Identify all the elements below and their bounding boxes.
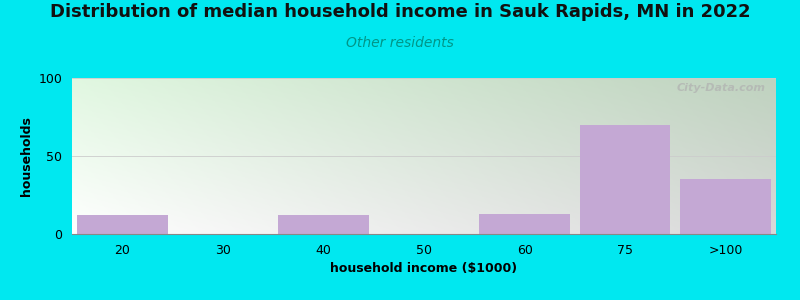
Bar <box>278 215 369 234</box>
Text: Distribution of median household income in Sauk Rapids, MN in 2022: Distribution of median household income … <box>50 3 750 21</box>
Bar <box>77 215 167 234</box>
Bar <box>479 214 570 234</box>
X-axis label: household income ($1000): household income ($1000) <box>330 262 518 275</box>
Y-axis label: households: households <box>20 116 33 196</box>
Bar <box>681 179 771 234</box>
Bar <box>580 125 670 234</box>
Text: Other residents: Other residents <box>346 36 454 50</box>
Text: City-Data.com: City-Data.com <box>677 83 766 93</box>
